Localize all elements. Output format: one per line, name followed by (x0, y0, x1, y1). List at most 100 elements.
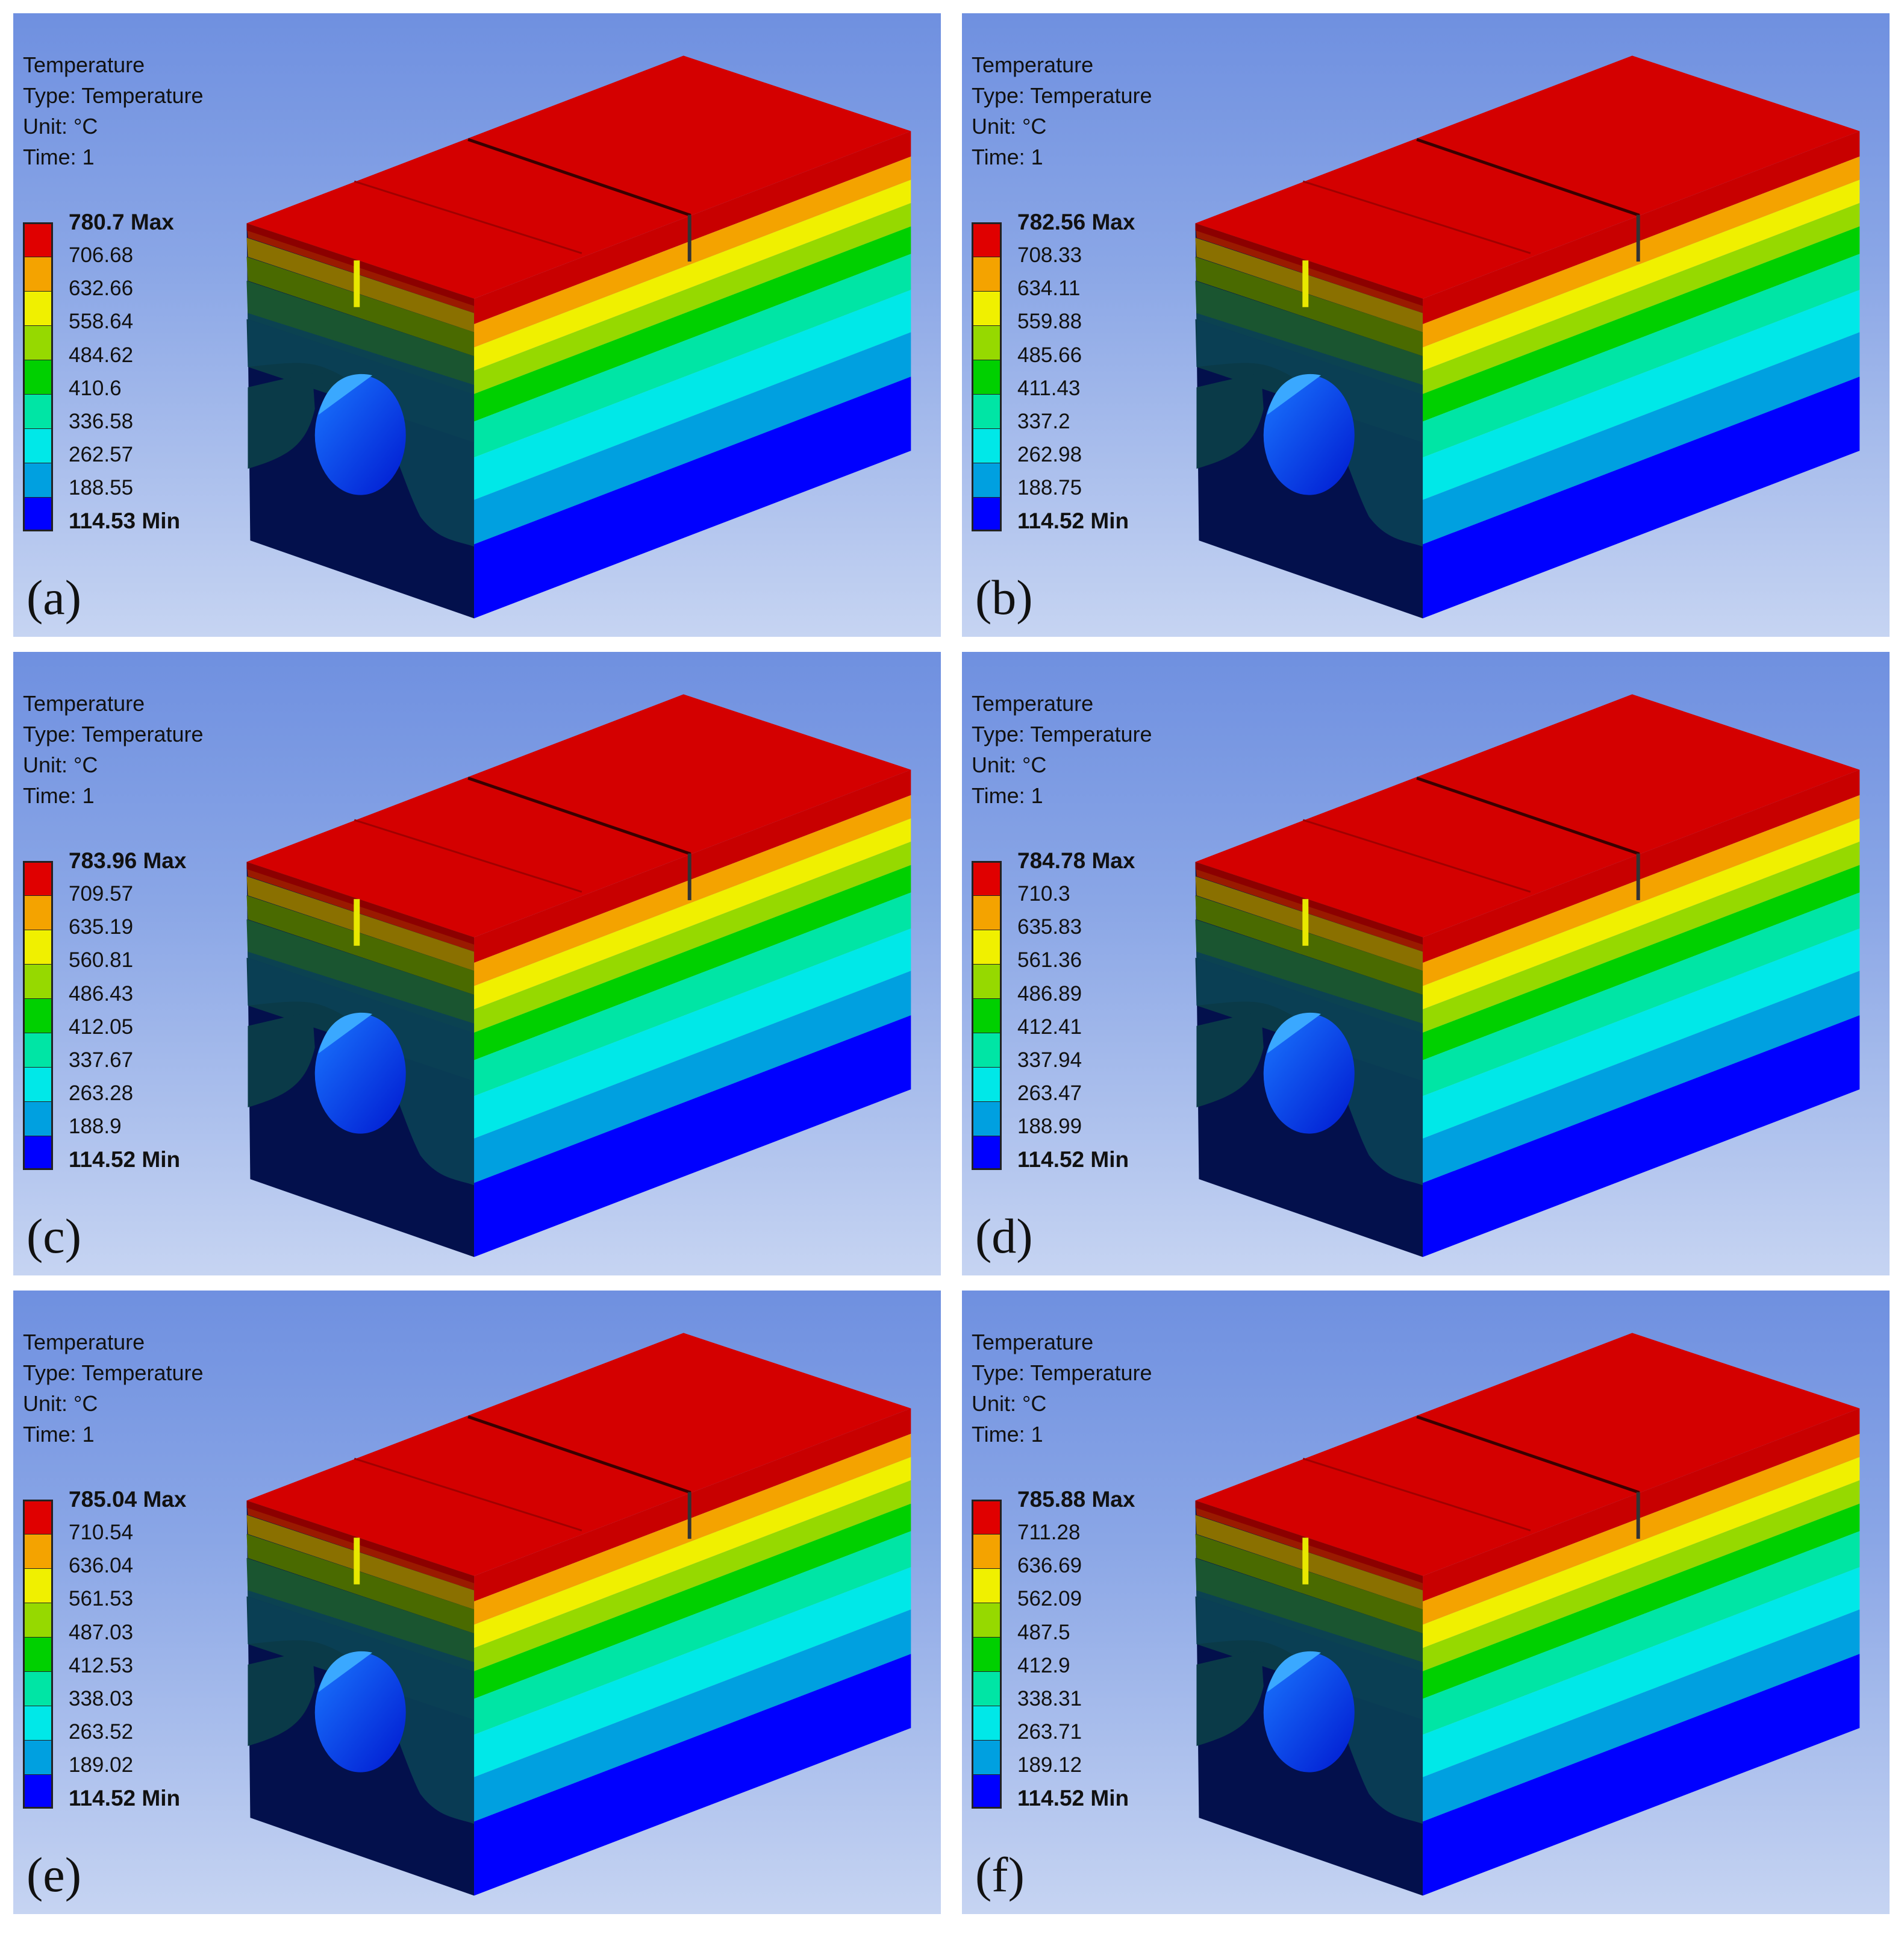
legend-swatch (972, 394, 1002, 428)
legend-value-label: 561.36 (1017, 948, 1082, 972)
legend-min-label: 114.52 Min (69, 1786, 181, 1811)
legend-swatch (972, 291, 1002, 325)
legend-swatch (23, 325, 53, 360)
legend-max-label: 785.88 Max (1017, 1487, 1135, 1512)
legend-value-label: 410.6 (69, 376, 122, 400)
legend-swatch (972, 1637, 1002, 1671)
panel-tag: (a) (27, 570, 82, 625)
legend-value-label: 188.55 (69, 476, 134, 500)
info-time: Time: 1 (972, 145, 1043, 169)
legend-min-label: 114.52 Min (1017, 508, 1129, 534)
temperature-block-render (246, 694, 911, 1257)
legend-swatch (23, 394, 53, 428)
legend-swatch (23, 930, 53, 964)
legend-value-label: 338.31 (1017, 1686, 1082, 1710)
legend-value-label: 188.75 (1017, 476, 1082, 500)
info-unit: Unit: °C (972, 752, 1047, 777)
legend-swatch (23, 428, 53, 463)
legend-max-label: 783.96 Max (69, 848, 187, 873)
info-unit: Unit: °C (23, 114, 98, 139)
legend-swatch (23, 1500, 53, 1534)
color-legend: 783.96 Max 709.57 635.19 560.81 486.43 412.05… (23, 849, 228, 1174)
legend-swatch (23, 1101, 53, 1136)
legend-swatch (972, 1774, 1002, 1809)
legend-swatch (23, 360, 53, 394)
legend-swatch (23, 895, 53, 930)
info-time: Time: 1 (972, 1422, 1043, 1447)
legend-value-label: 558.64 (69, 310, 134, 334)
legend-value-label: 708.33 (1017, 243, 1082, 268)
legend-swatch (972, 1033, 1002, 1067)
legend-swatch (972, 1671, 1002, 1706)
temperature-block-render (1195, 55, 1860, 619)
result-panel: Temperature Type: Temperature Unit: °C Time… (962, 652, 1890, 1275)
legend-swatch (23, 1671, 53, 1706)
legend-max-label: 785.04 Max (69, 1487, 187, 1512)
legend-swatch (23, 1740, 53, 1774)
result-info: Temperature Type: Temperature Unit: °C Time… (23, 1327, 204, 1450)
color-legend: 782.56 Max 708.33 634.11 559.88 485.66 411.43… (972, 210, 1176, 536)
legend-value-label: 634.11 (1017, 277, 1081, 301)
legend-swatch (23, 1637, 53, 1671)
legend-max-label: 780.7 Max (69, 210, 174, 234)
info-unit: Unit: °C (972, 1391, 1047, 1416)
legend-value-label: 263.47 (1017, 1081, 1082, 1106)
info-title: Temperature (23, 1330, 145, 1354)
legend-swatch (23, 291, 53, 325)
legend-value-label: 263.52 (69, 1720, 134, 1744)
info-title: Temperature (23, 52, 145, 77)
legend-swatch (23, 1603, 53, 1637)
legend-swatch (23, 463, 53, 497)
legend-value-label: 188.9 (69, 1115, 122, 1139)
info-unit: Unit: °C (23, 1391, 98, 1416)
panel-tag: (e) (27, 1847, 82, 1902)
info-type: Type: Temperature (23, 722, 204, 746)
temperature-block-render (246, 55, 911, 619)
legend-value-label: 337.2 (1017, 409, 1070, 433)
legend-value-label: 189.02 (69, 1753, 134, 1777)
info-type: Type: Temperature (972, 83, 1152, 108)
legend-value-label: 560.81 (69, 948, 134, 972)
legend-swatch (972, 1067, 1002, 1101)
legend-value-label: 412.9 (1017, 1653, 1070, 1677)
legend-value-label: 412.53 (69, 1653, 134, 1677)
legend-min-label: 114.52 Min (69, 1147, 181, 1172)
result-info: Temperature Type: Temperature Unit: °C Time… (23, 49, 204, 172)
legend-max-label: 784.78 Max (1017, 848, 1135, 873)
legend-swatch (972, 930, 1002, 964)
temperature-block-render (246, 1333, 911, 1896)
info-time: Time: 1 (23, 1422, 95, 1447)
info-unit: Unit: °C (23, 752, 98, 777)
legend-value-label: 412.05 (69, 1015, 134, 1039)
result-info: Temperature Type: Temperature Unit: °C Time… (972, 49, 1152, 172)
legend-value-label: 486.43 (69, 981, 134, 1006)
legend-swatch (23, 1568, 53, 1603)
legend-value-label: 486.89 (1017, 981, 1082, 1006)
legend-max-label: 782.56 Max (1017, 210, 1135, 234)
legend-value-label: 188.99 (1017, 1115, 1082, 1139)
info-time: Time: 1 (23, 145, 95, 169)
legend-value-label: 487.03 (69, 1620, 134, 1644)
legend-swatch (972, 998, 1002, 1033)
panel-tag: (f) (975, 1847, 1025, 1902)
color-legend: 785.88 Max 711.28 636.69 562.09 487.5 412.9 33… (972, 1488, 1176, 1813)
legend-swatch (972, 360, 1002, 394)
legend-value-label: 262.98 (1017, 443, 1082, 467)
result-info: Temperature Type: Temperature Unit: °C Time… (23, 688, 204, 811)
panel-tag: (b) (975, 570, 1033, 625)
legend-swatch (972, 1603, 1002, 1637)
panel-tag: (d) (975, 1209, 1033, 1263)
legend-swatch (972, 964, 1002, 998)
legend-value-label: 710.54 (69, 1521, 134, 1545)
info-type: Type: Temperature (972, 722, 1152, 746)
temperature-block-render (1195, 1333, 1860, 1896)
color-legend: 784.78 Max 710.3 635.83 561.36 486.89 412.41 3… (972, 849, 1176, 1174)
legend-swatch (972, 1101, 1002, 1136)
legend-value-label: 710.3 (1017, 882, 1070, 906)
legend-value-label: 636.69 (1017, 1554, 1082, 1578)
legend-swatch (23, 1067, 53, 1101)
legend-value-label: 337.94 (1017, 1048, 1082, 1072)
color-legend: 780.7 Max 706.68 632.66 558.64 484.62 410.6 33… (23, 210, 228, 536)
legend-swatch (972, 1136, 1002, 1170)
